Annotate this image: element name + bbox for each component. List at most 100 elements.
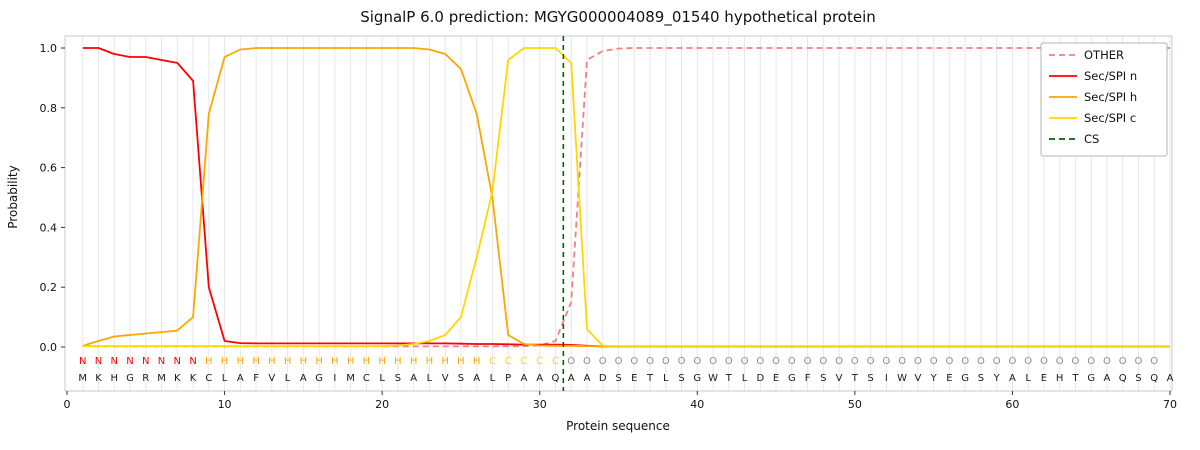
region-letter: H xyxy=(205,356,213,367)
sequence-letter: V xyxy=(914,373,921,384)
sequence-letter: Y xyxy=(993,373,1001,384)
sequence-letter: G xyxy=(961,373,969,384)
region-letter: C xyxy=(520,356,527,367)
sequence-letter: G xyxy=(126,373,134,384)
sequence-letter: L xyxy=(490,373,496,384)
region-letter: H xyxy=(347,356,355,367)
region-letter: O xyxy=(1056,356,1064,367)
region-letter: O xyxy=(1119,356,1127,367)
sequence-letter: T xyxy=(725,373,733,384)
sequence-letter: Q xyxy=(1119,373,1127,384)
sequence-letter: L xyxy=(427,373,433,384)
region-letter: N xyxy=(174,356,181,367)
region-letter: N xyxy=(111,356,118,367)
region-letter: O xyxy=(788,356,796,367)
sequence-letter: G xyxy=(1087,373,1095,384)
sequence-letter: Q xyxy=(552,373,560,384)
region-letter: H xyxy=(378,356,386,367)
region-letter: C xyxy=(489,356,496,367)
y-axis-label: Probability xyxy=(6,165,20,228)
sequence-letter: L xyxy=(663,373,669,384)
region-letter: O xyxy=(1008,356,1016,367)
sequence-letter: K xyxy=(174,373,181,384)
region-letter: O xyxy=(709,356,717,367)
sequence-letter: S xyxy=(978,373,984,384)
region-letter: N xyxy=(79,356,86,367)
region-letter: H xyxy=(473,356,481,367)
y-tick-label: 0.8 xyxy=(40,102,58,115)
region-letter: H xyxy=(221,356,229,367)
region-letter: O xyxy=(615,356,623,367)
region-letter: O xyxy=(898,356,906,367)
sequence-letter: S xyxy=(678,373,684,384)
region-letter: H xyxy=(284,356,292,367)
legend-label: CS xyxy=(1084,132,1099,146)
sequence-letter: H xyxy=(111,373,119,384)
y-tick-label: 0.2 xyxy=(40,281,58,294)
sequence-letter: A xyxy=(473,373,480,384)
sequence-letter: A xyxy=(410,373,417,384)
sequence-letter: F xyxy=(253,373,259,384)
region-letter: H xyxy=(315,356,323,367)
sequence-letter: A xyxy=(237,373,244,384)
sequence-letter: L xyxy=(222,373,228,384)
x-tick-label: 60 xyxy=(1005,398,1019,411)
sequence-letter: G xyxy=(315,373,323,384)
region-letter: N xyxy=(189,356,196,367)
region-letter: O xyxy=(945,356,953,367)
y-tick-label: 0.6 xyxy=(40,162,58,175)
series-line-sec-spi-c xyxy=(82,47,1170,348)
x-axis-label: Protein sequence xyxy=(566,419,670,433)
region-letter: H xyxy=(426,356,434,367)
x-tick-label: 0 xyxy=(64,398,71,411)
region-letter: O xyxy=(819,356,827,367)
plot-border xyxy=(64,35,1173,392)
chart-title: SignalP 6.0 prediction: MGYG000004089_01… xyxy=(360,8,876,27)
region-letter: O xyxy=(1150,356,1158,367)
sequence-letter: K xyxy=(190,373,197,384)
region-letter: O xyxy=(583,356,591,367)
region-letter: O xyxy=(1024,356,1032,367)
y-tick-label: 0.0 xyxy=(40,341,58,354)
sequence-letter: P xyxy=(505,373,511,384)
sequence-letter: S xyxy=(458,373,464,384)
sequence-letter: A xyxy=(568,373,575,384)
sequence-letter: T xyxy=(1071,373,1079,384)
region-letter: O xyxy=(772,356,780,367)
sequence-letter: Y xyxy=(930,373,938,384)
legend-label: Sec/SPI h xyxy=(1084,90,1137,104)
sequence-letter: L xyxy=(742,373,748,384)
sequence-letter: S xyxy=(820,373,826,384)
region-letter: O xyxy=(599,356,607,367)
legend-box xyxy=(1040,42,1168,157)
region-letter: H xyxy=(457,356,465,367)
region-letter: N xyxy=(142,356,149,367)
sequence-letter: M xyxy=(78,373,87,384)
series-line-sec-spi-n xyxy=(82,47,1170,348)
region-letter: O xyxy=(977,356,985,367)
region-letter: O xyxy=(961,356,969,367)
region-letter: O xyxy=(1087,356,1095,367)
sequence-letter: C xyxy=(363,373,370,384)
region-letter: O xyxy=(678,356,686,367)
x-tick-label: 20 xyxy=(375,398,389,411)
sequence-letter: V xyxy=(268,373,275,384)
legend-label: Sec/SPI n xyxy=(1084,69,1137,83)
sequence-letter: C xyxy=(205,373,212,384)
region-letter: H xyxy=(300,356,308,367)
region-letter: H xyxy=(410,356,418,367)
region-letter: O xyxy=(993,356,1001,367)
sequence-letter: S xyxy=(395,373,401,384)
sequence-letter: E xyxy=(631,373,637,384)
sequence-letter: A xyxy=(521,373,528,384)
sequence-letter: W xyxy=(708,373,718,384)
region-letter: O xyxy=(914,356,922,367)
sequence-letter: E xyxy=(1041,373,1047,384)
sequence-letter: L xyxy=(1025,373,1031,384)
sequence-letter: A xyxy=(1009,373,1016,384)
series-line-sec-spi-h xyxy=(82,47,1170,348)
sequence-letter: D xyxy=(756,373,764,384)
region-letter: O xyxy=(867,356,875,367)
sequence-letter: V xyxy=(836,373,843,384)
